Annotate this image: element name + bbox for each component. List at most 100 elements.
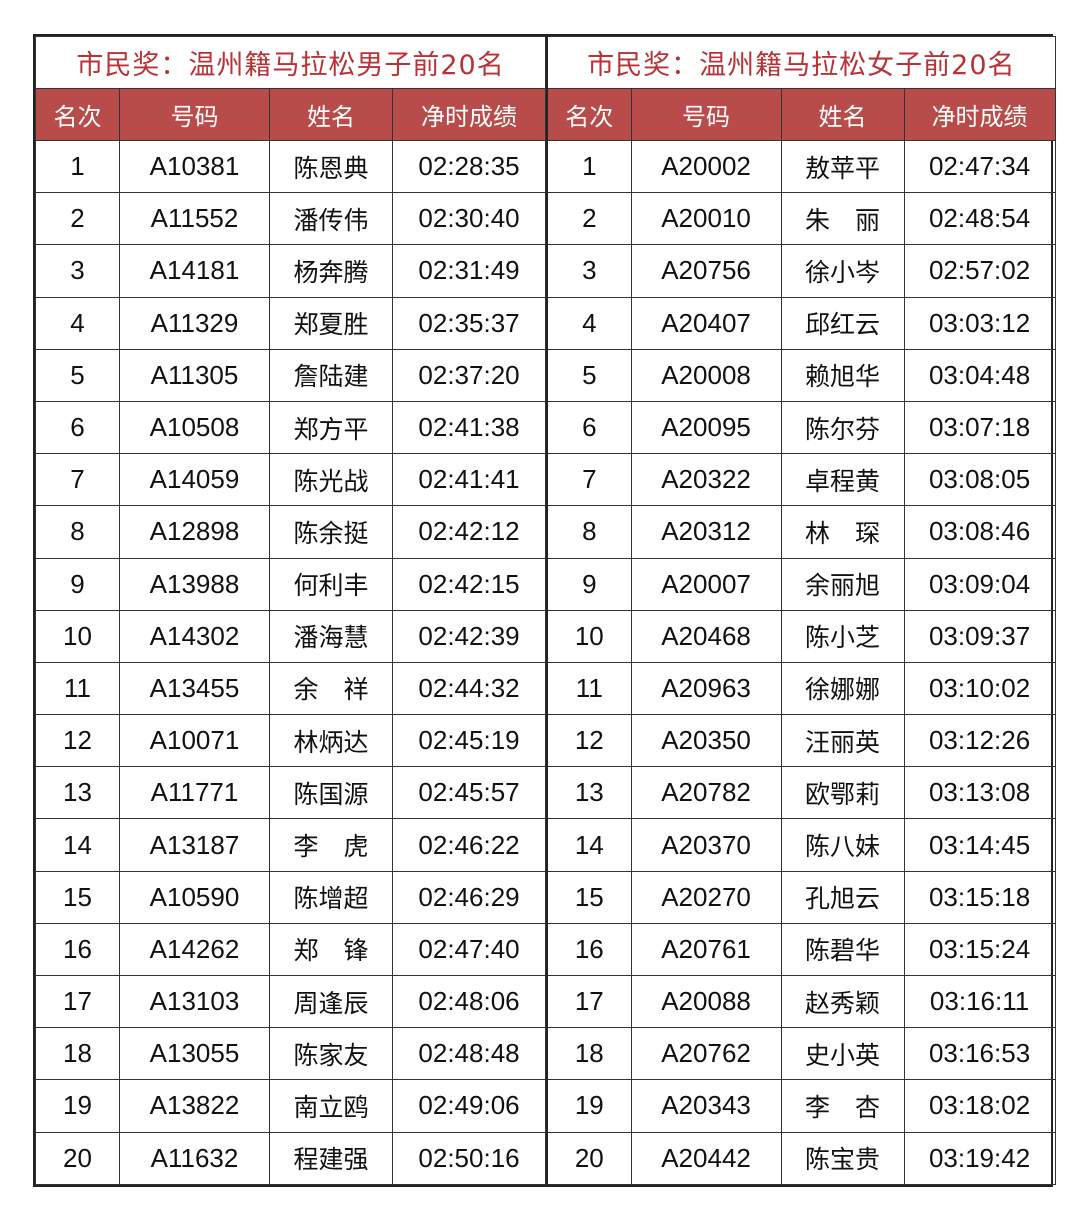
- women-table-title: 市民奖：温州籍马拉松女子前20名: [546, 36, 1056, 89]
- bib-cell: A14181: [119, 244, 270, 298]
- header-bib: 号码: [630, 88, 782, 141]
- bib-cell: A20270: [630, 870, 782, 924]
- net-time-cell: 02:28:35: [391, 139, 547, 194]
- table-row: 13 A20782 欧鄂莉 03:13:08: [546, 766, 1056, 820]
- name-cell: 李 杏: [780, 1079, 905, 1133]
- bib-cell: A20442: [630, 1131, 782, 1185]
- rank-cell: 15: [546, 870, 632, 924]
- bib-cell: A11632: [119, 1131, 270, 1185]
- net-time-cell: 02:45:19: [391, 714, 547, 768]
- table-row: 18 A13055 陈家友 02:48:48: [35, 1027, 547, 1081]
- rank-cell: 7: [35, 453, 120, 507]
- bib-cell: A10590: [119, 870, 270, 924]
- name-cell: 潘传伟: [269, 192, 393, 246]
- table-row: 10 A14302 潘海慧 02:42:39: [35, 609, 547, 663]
- name-cell: 林 琛: [780, 505, 905, 559]
- bib-cell: A20008: [630, 348, 782, 402]
- rank-cell: 4: [546, 296, 632, 350]
- net-time-cell: 03:18:02: [903, 1079, 1056, 1133]
- header-name: 姓名: [780, 88, 905, 141]
- net-time-cell: 03:09:04: [903, 557, 1056, 611]
- name-cell: 陈国源: [269, 766, 393, 820]
- bib-cell: A20095: [630, 400, 782, 455]
- net-time-cell: 02:41:38: [391, 400, 547, 455]
- net-time-cell: 03:03:12: [903, 296, 1056, 350]
- rank-cell: 5: [35, 348, 120, 402]
- net-time-cell: 02:42:15: [391, 557, 547, 611]
- net-time-cell: 02:35:37: [391, 296, 547, 350]
- table-row: 19 A20343 李 杏 03:18:02: [546, 1079, 1056, 1133]
- table-row: 17 A20088 赵秀颖 03:16:11: [546, 974, 1056, 1029]
- bib-cell: A11771: [119, 766, 270, 820]
- header-net-time: 净时成绩: [391, 88, 547, 141]
- name-cell: 陈增超: [269, 870, 393, 924]
- table-row: 4 A11329 郑夏胜 02:35:37: [35, 296, 547, 350]
- rank-cell: 18: [546, 1027, 632, 1081]
- rank-cell: 9: [35, 557, 120, 611]
- bib-cell: A20762: [630, 1027, 782, 1081]
- bib-cell: A20343: [630, 1079, 782, 1133]
- name-cell: 郑夏胜: [269, 296, 393, 350]
- net-time-cell: 03:15:24: [903, 922, 1056, 977]
- name-cell: 陈宝贵: [780, 1131, 905, 1185]
- net-time-cell: 02:42:12: [391, 505, 547, 559]
- rank-cell: 16: [546, 922, 632, 977]
- name-cell: 陈小芝: [780, 609, 905, 663]
- header-bib: 号码: [119, 88, 270, 141]
- rank-cell: 17: [35, 974, 120, 1029]
- name-cell: 陈八妹: [780, 818, 905, 872]
- net-time-cell: 02:46:22: [391, 818, 547, 872]
- rank-cell: 12: [35, 714, 120, 768]
- results-tables: 市民奖：温州籍马拉松男子前20名 名次 号码 姓名 净时成绩 1 A10381 陈恩…: [33, 34, 1056, 1187]
- name-cell: 陈碧华: [780, 922, 905, 977]
- bib-cell: A13103: [119, 974, 270, 1029]
- men-table-title: 市民奖：温州籍马拉松男子前20名: [34, 36, 547, 89]
- rank-cell: 17: [546, 974, 632, 1029]
- net-time-cell: 02:47:40: [391, 922, 547, 977]
- bib-cell: A12898: [119, 505, 270, 559]
- rank-cell: 4: [35, 296, 120, 350]
- table-row: 5 A11305 詹陆建 02:37:20: [35, 348, 547, 402]
- bib-cell: A13822: [119, 1079, 270, 1133]
- name-cell: 南立鸥: [269, 1079, 393, 1133]
- name-cell: 欧鄂莉: [780, 766, 905, 820]
- table-row: 12 A20350 汪丽英 03:12:26: [546, 714, 1056, 768]
- rank-cell: 19: [546, 1079, 632, 1133]
- name-cell: 周逢辰: [269, 974, 393, 1029]
- net-time-cell: 03:07:18: [903, 400, 1056, 455]
- name-cell: 程建强: [269, 1131, 393, 1185]
- name-cell: 杨奔腾: [269, 244, 393, 298]
- name-cell: 赵秀颖: [780, 974, 905, 1029]
- table-row: 3 A20756 徐小岑 02:57:02: [546, 244, 1056, 298]
- name-cell: 徐娜娜: [780, 661, 905, 716]
- name-cell: 陈家友: [269, 1027, 393, 1081]
- name-cell: 陈余挺: [269, 505, 393, 559]
- net-time-cell: 02:48:06: [391, 974, 547, 1029]
- bib-cell: A14262: [119, 922, 270, 977]
- table-row: 9 A13988 何利丰 02:42:15: [35, 557, 547, 611]
- bib-cell: A13187: [119, 818, 270, 872]
- bib-cell: A14302: [119, 609, 270, 663]
- table-row: 16 A20761 陈碧华 03:15:24: [546, 922, 1056, 977]
- net-time-cell: 03:16:53: [903, 1027, 1056, 1081]
- name-cell: 陈尔芬: [780, 400, 905, 455]
- name-cell: 余 祥: [269, 661, 393, 716]
- name-cell: 詹陆建: [269, 348, 393, 402]
- net-time-cell: 02:41:41: [391, 453, 547, 507]
- net-time-cell: 02:48:54: [903, 192, 1056, 246]
- table-row: 7 A14059 陈光战 02:41:41: [35, 453, 547, 507]
- table-row: 16 A14262 郑 锋 02:47:40: [35, 922, 547, 977]
- bib-cell: A13055: [119, 1027, 270, 1081]
- women-results-table: 市民奖：温州籍马拉松女子前20名 名次 号码 姓名 净时成绩 1 A20002 敖苹…: [546, 36, 1056, 1185]
- name-cell: 赖旭华: [780, 348, 905, 402]
- table-row: 7 A20322 卓程黄 03:08:05: [546, 453, 1056, 507]
- name-cell: 朱 丽: [780, 192, 905, 246]
- table-row: 19 A13822 南立鸥 02:49:06: [35, 1079, 547, 1133]
- rank-cell: 1: [546, 139, 632, 194]
- name-cell: 何利丰: [269, 557, 393, 611]
- bib-cell: A20007: [630, 557, 782, 611]
- net-time-cell: 03:09:37: [903, 609, 1056, 663]
- table-row: 15 A10590 陈增超 02:46:29: [35, 870, 547, 924]
- net-time-cell: 02:44:32: [391, 661, 547, 716]
- header-rank: 名次: [35, 88, 120, 141]
